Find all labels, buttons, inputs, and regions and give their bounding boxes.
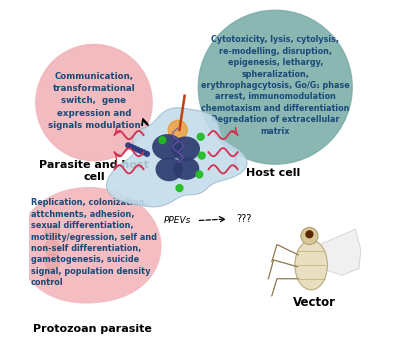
Text: Host cell: Host cell <box>246 168 301 178</box>
Circle shape <box>306 231 313 238</box>
Text: ???: ??? <box>236 214 251 224</box>
Circle shape <box>45 268 60 283</box>
Circle shape <box>45 225 60 240</box>
Circle shape <box>138 149 143 154</box>
Polygon shape <box>171 136 200 161</box>
Circle shape <box>45 240 60 255</box>
Text: Protozoan parasite: Protozoan parasite <box>33 324 152 334</box>
Circle shape <box>168 120 187 140</box>
Circle shape <box>132 146 137 150</box>
Polygon shape <box>173 157 199 180</box>
Circle shape <box>196 171 203 178</box>
Circle shape <box>198 152 205 159</box>
Text: Vector: Vector <box>293 296 336 309</box>
Text: Replication, colonization,
attchments, adhesion,
sexual differentiation,
motilit: Replication, colonization, attchments, a… <box>31 198 157 287</box>
Polygon shape <box>152 134 183 160</box>
Circle shape <box>126 143 130 148</box>
Circle shape <box>135 147 140 152</box>
Ellipse shape <box>295 240 327 290</box>
Circle shape <box>159 137 166 144</box>
Polygon shape <box>106 108 247 207</box>
Circle shape <box>176 185 183 192</box>
Polygon shape <box>156 157 183 181</box>
Polygon shape <box>17 187 162 303</box>
Text: Parasite and host
cell: Parasite and host cell <box>39 160 149 182</box>
Polygon shape <box>320 229 361 275</box>
Circle shape <box>144 152 149 156</box>
Text: Communication,
transformational
switch,  gene
expression and
signals modulation: Communication, transformational switch, … <box>48 72 140 130</box>
Text: Cytotoxicity, lysis, cytolysis,
re-modelling, disruption,
epigenesis, lethargy,
: Cytotoxicity, lysis, cytolysis, re-model… <box>201 35 350 136</box>
Circle shape <box>36 44 152 161</box>
Circle shape <box>45 254 60 269</box>
Circle shape <box>142 150 146 155</box>
Circle shape <box>197 133 204 140</box>
Circle shape <box>301 227 318 245</box>
Circle shape <box>129 144 134 149</box>
Text: PPEVs: PPEVs <box>164 216 192 225</box>
Circle shape <box>198 10 352 164</box>
